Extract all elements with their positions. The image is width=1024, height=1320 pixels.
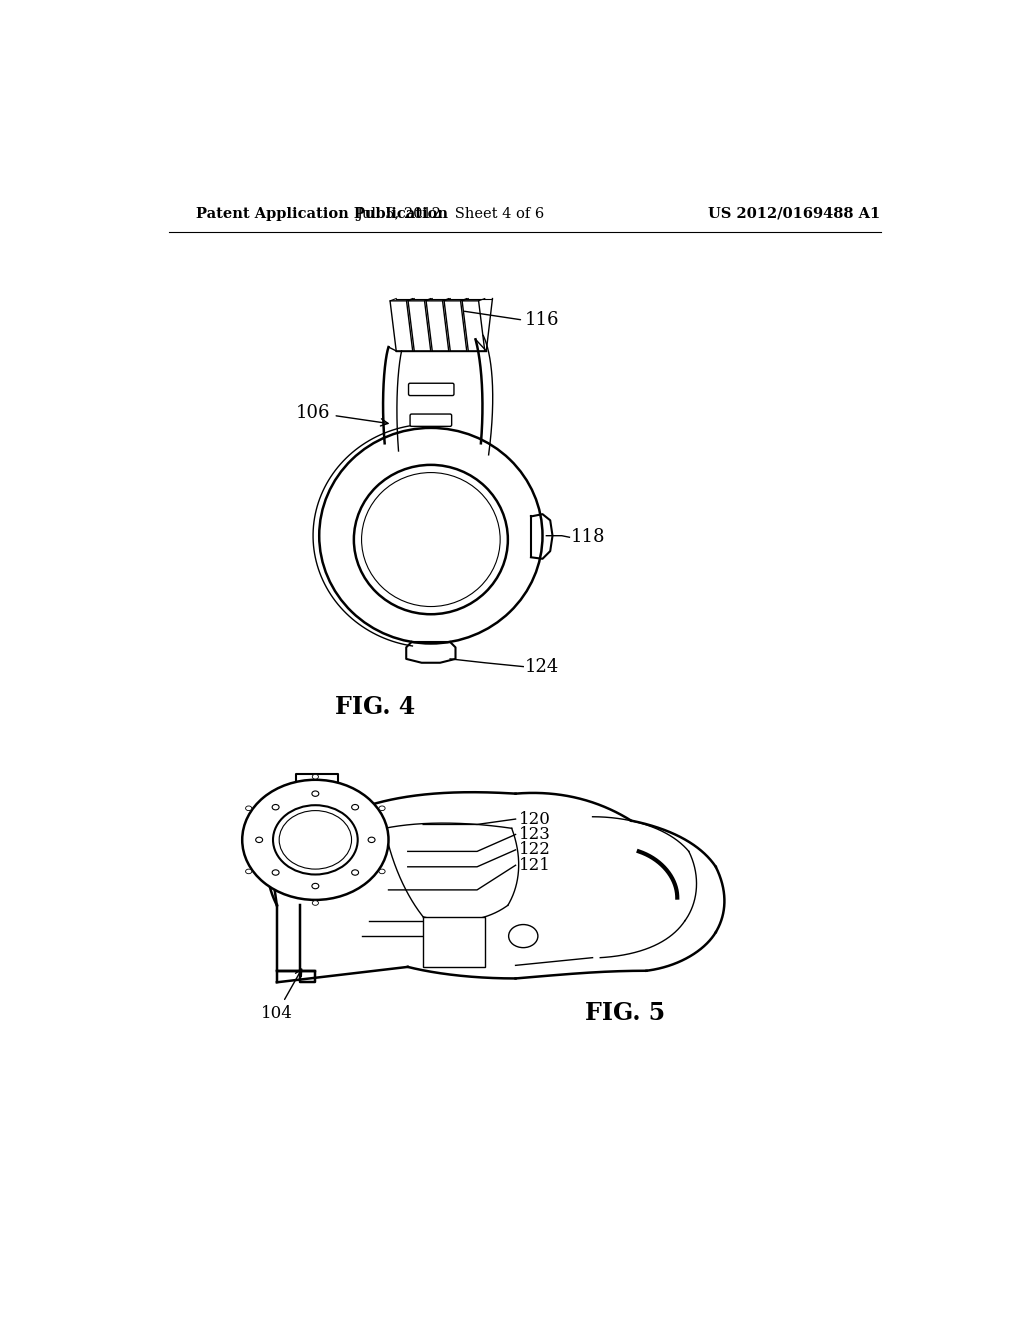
Text: FIG. 5: FIG. 5 [585,1001,665,1026]
Ellipse shape [509,924,538,948]
Text: 106: 106 [296,404,388,426]
Ellipse shape [379,807,385,810]
Text: 122: 122 [519,841,551,858]
Text: Patent Application Publication: Patent Application Publication [196,207,449,220]
Ellipse shape [368,837,375,842]
FancyBboxPatch shape [410,414,452,426]
Ellipse shape [256,837,262,842]
Text: 123: 123 [519,826,551,843]
Ellipse shape [351,870,358,875]
FancyBboxPatch shape [423,917,484,966]
Ellipse shape [273,805,357,874]
Ellipse shape [312,791,318,796]
Ellipse shape [312,775,318,779]
Ellipse shape [272,870,280,875]
Text: 118: 118 [571,528,605,546]
Ellipse shape [379,869,385,874]
Ellipse shape [354,465,508,614]
Ellipse shape [243,780,388,900]
Ellipse shape [312,900,318,906]
Ellipse shape [246,807,252,810]
Ellipse shape [351,804,358,810]
Ellipse shape [272,804,280,810]
Text: 116: 116 [524,312,559,329]
Ellipse shape [312,883,318,888]
Ellipse shape [246,869,252,874]
Text: FIG. 4: FIG. 4 [335,694,415,718]
Text: 121: 121 [519,857,551,874]
Text: Jul. 5, 2012   Sheet 4 of 6: Jul. 5, 2012 Sheet 4 of 6 [356,207,544,220]
Text: US 2012/0169488 A1: US 2012/0169488 A1 [708,207,881,220]
Text: 104: 104 [261,969,302,1022]
Text: 120: 120 [519,810,551,828]
FancyBboxPatch shape [409,383,454,396]
Text: 124: 124 [524,657,559,676]
